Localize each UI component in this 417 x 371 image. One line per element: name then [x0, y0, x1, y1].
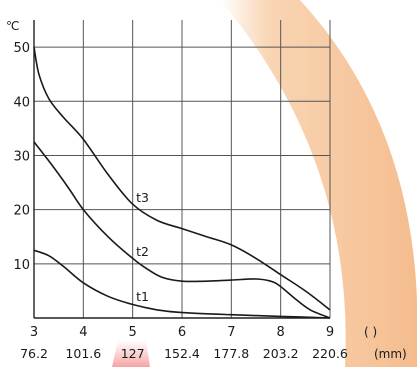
x-mm-label: 203.2 [263, 346, 299, 361]
series-label-t1: t1 [136, 289, 149, 304]
series-line-t1 [33, 249, 331, 319]
x-unit-label-bottom: (mm) [374, 347, 407, 361]
x-mm-label: 220.6 [312, 346, 348, 361]
watermark-band [220, 0, 417, 367]
y-tick-label: 50 [13, 41, 30, 56]
watermark-band-pink [112, 340, 150, 367]
x-mm-label: 127 [121, 346, 145, 361]
series-label-t3: t3 [136, 190, 149, 205]
x-unit-label-top: ( ) [364, 325, 377, 339]
series-line-t3 [33, 46, 331, 311]
x-mm-label: 177.8 [213, 346, 249, 361]
y-unit-label: ℃ [6, 19, 19, 33]
y-tick-label: 40 [13, 95, 30, 110]
x-mm-label: 76.2 [20, 346, 48, 361]
x-tick-label: 8 [277, 325, 285, 340]
x-mm-label: 152.4 [164, 346, 200, 361]
series-group: t1 t2 t3 [33, 46, 331, 319]
x-mm-label: 101.6 [65, 346, 101, 361]
y-tick-label: 10 [13, 258, 30, 273]
tick-labels: 10 20 30 40 50 3 4 5 6 7 8 9 76.2 101.6 127 152.4 177.8 2… [13, 41, 347, 361]
x-tick-label: 5 [129, 325, 137, 340]
x-tick-label: 6 [178, 325, 186, 340]
series-line-t2 [33, 141, 331, 319]
series-label-t2: t2 [136, 244, 149, 259]
y-tick-label: 20 [13, 204, 30, 219]
x-tick-label: 9 [326, 325, 334, 340]
x-tick-label: 4 [79, 325, 87, 340]
y-tick-label: 30 [13, 149, 30, 164]
x-tick-label: 7 [227, 325, 235, 340]
axes [33, 20, 330, 319]
x-tick-label: 3 [30, 325, 38, 340]
